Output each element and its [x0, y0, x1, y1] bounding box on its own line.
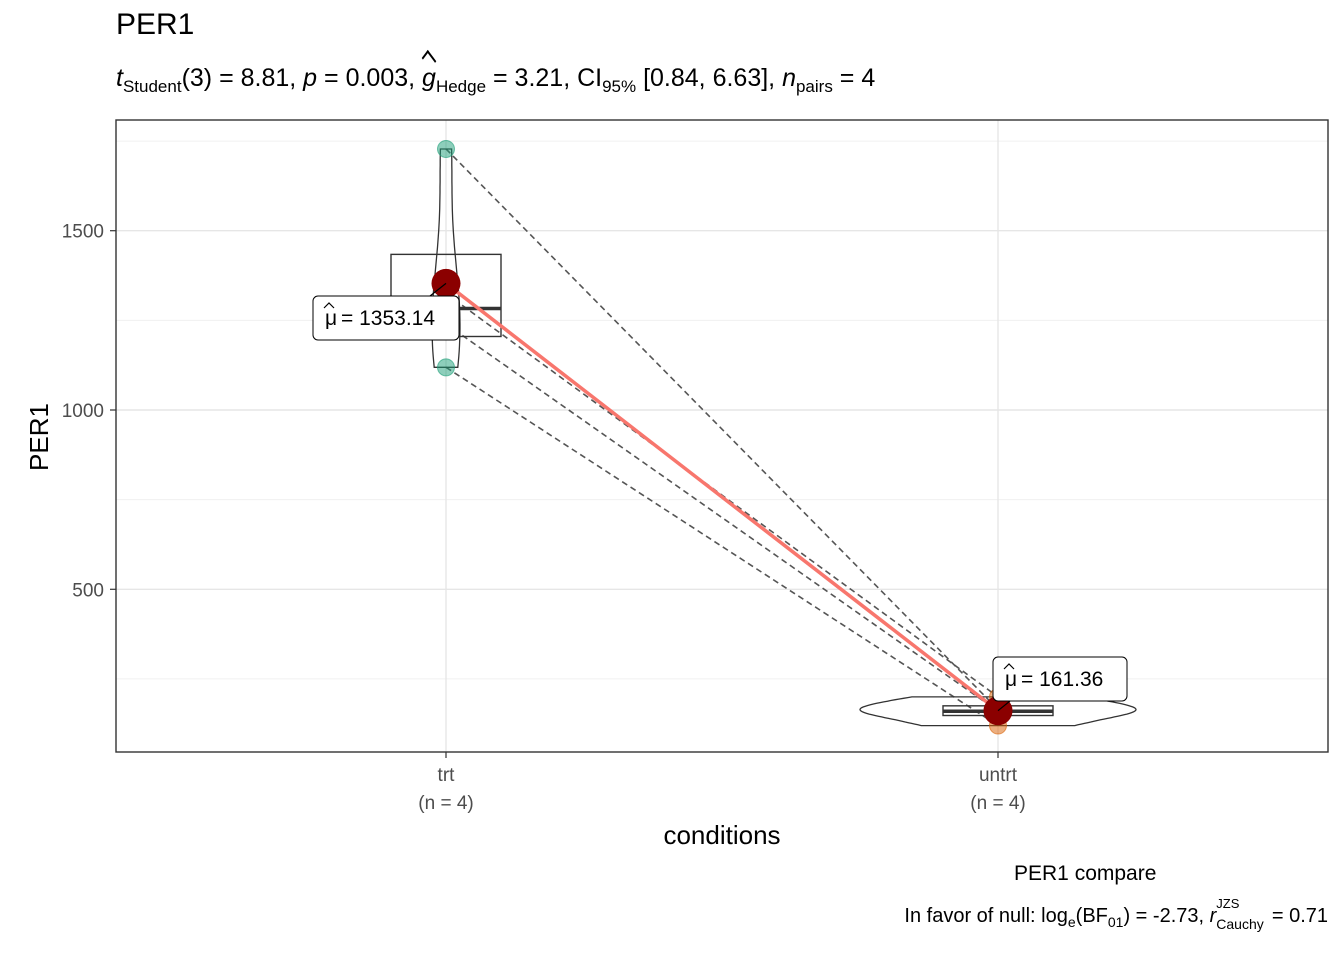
r-superscript: JZS [1216, 896, 1240, 911]
plot-border [115, 119, 1329, 753]
mean-label-leader [429, 282, 447, 297]
mu-hat [323, 302, 335, 309]
ci-value: [0.84, 6.63], [636, 64, 783, 92]
ci-subscript: 95% [602, 77, 637, 96]
r-subscript: Cauchy [1216, 916, 1264, 932]
g-symbol: g [422, 64, 436, 92]
t-subscript: Student [122, 77, 182, 96]
r-symbol: r [1209, 905, 1217, 927]
n-symbol: n [782, 64, 796, 92]
mean-label-box [992, 656, 1128, 702]
r-value: = 0.71 [1266, 905, 1328, 927]
x-tick-label: (n = 4) [970, 793, 1025, 814]
y-axis-title: PER1 [24, 403, 54, 471]
mu-symbol: μ [325, 307, 337, 330]
y-tick-label: 1500 [62, 222, 104, 243]
g-value: = 3.21, CI [486, 64, 603, 92]
violin-untrt [859, 696, 1137, 727]
y-tick-label: 500 [72, 580, 104, 601]
bf-value: ) = -2.73, [1123, 905, 1210, 927]
chart-title: PER1 [116, 8, 195, 41]
p-value: = 0.003, [317, 64, 423, 92]
p-symbol: p [303, 64, 318, 92]
g-subscript: Hedge [435, 77, 487, 96]
t-value: (3) = 8.81, [181, 64, 304, 92]
data-point-trt [437, 139, 455, 158]
compare-label: PER1 compare [1014, 862, 1157, 885]
plot-panel [116, 120, 1328, 752]
y-tick-label: 1000 [62, 401, 104, 422]
n-subscript: pairs [795, 77, 833, 96]
x-tick-label: (n = 4) [418, 793, 473, 814]
mean-label-box [312, 295, 460, 341]
paired-line [445, 148, 999, 710]
bf-subscript: 01 [1107, 914, 1124, 930]
mean-line [444, 281, 1000, 713]
mean-label-text: = 161.36 [1021, 668, 1103, 691]
x-tick-label: untrt [979, 765, 1018, 786]
t-symbol: t [116, 64, 123, 92]
n-value: = 4 [832, 64, 876, 92]
x-axis-title: conditions [663, 820, 780, 850]
mu-hat [1003, 663, 1015, 670]
log-subscript: e [1067, 914, 1076, 930]
mean-label-text: = 1353.14 [341, 307, 435, 330]
x-tick-label: trt [438, 765, 456, 786]
mean-label-leader [997, 700, 1011, 712]
paired-line [445, 323, 999, 712]
data-point-trt [437, 358, 455, 377]
chart-subtitle: tStudent(3) = 8.81, p = 0.003, gHedge = … [116, 64, 876, 96]
mu-symbol: μ [1005, 668, 1017, 691]
bf-open: (BF [1075, 905, 1108, 927]
bf-prefix: In favor of null: log [904, 905, 1068, 927]
